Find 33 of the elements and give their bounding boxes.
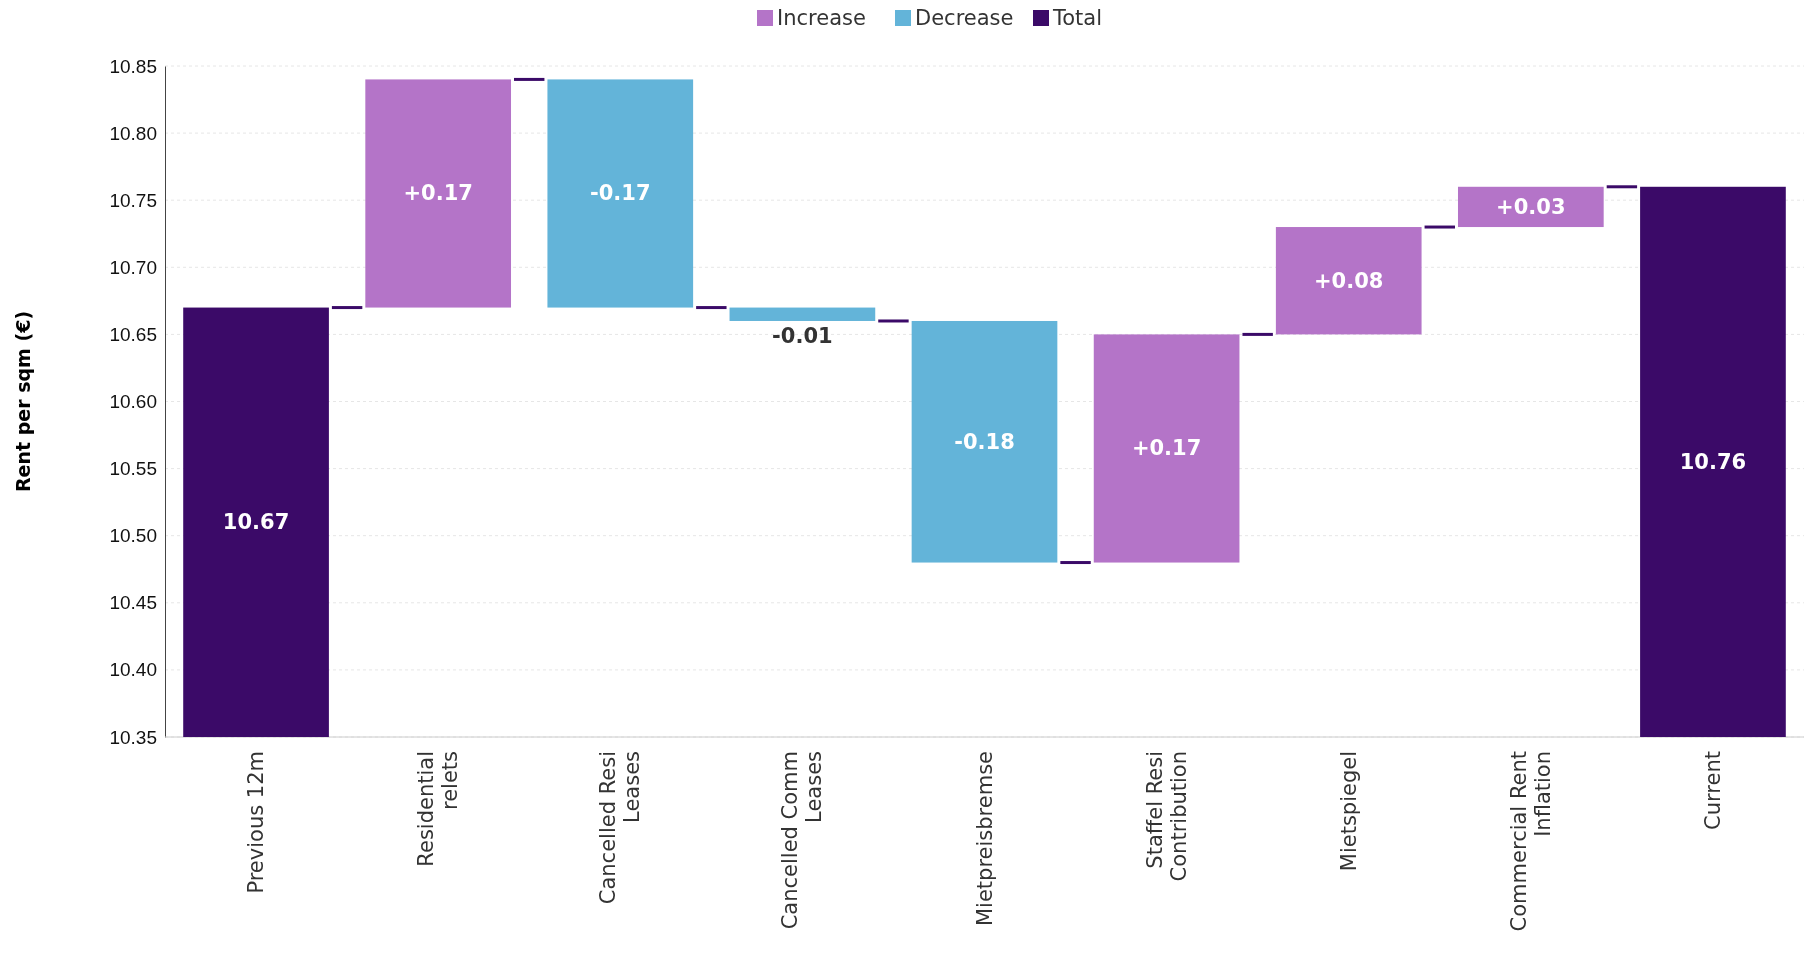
- y-tick-label: 10.85: [109, 55, 157, 77]
- x-tick-label: Residential relets: [414, 751, 463, 867]
- data-label: +0.03: [1496, 194, 1566, 219]
- y-tick-label: 10.75: [109, 189, 157, 211]
- data-label: +0.17: [403, 181, 473, 206]
- x-tick-label: Mietpreisbremse: [972, 751, 997, 927]
- y-tick-label: 10.65: [109, 323, 157, 345]
- y-tick-label: 10.70: [109, 256, 157, 278]
- y-tick-label: 10.80: [109, 122, 157, 144]
- data-label: +0.08: [1314, 268, 1384, 293]
- x-tick-label: Current: [1700, 751, 1725, 830]
- legend-label: Increase: [777, 6, 866, 30]
- legend-label: Decrease: [915, 6, 1014, 30]
- data-label: 10.67: [222, 510, 290, 535]
- y-axis-title: Rent per sqm (€): [12, 310, 34, 493]
- x-tick-label: Cancelled Comm Leases: [778, 751, 827, 930]
- y-tick-label: 10.35: [109, 726, 157, 748]
- x-tick-label: Commercial Rent Inflation: [1506, 751, 1555, 932]
- y-tick-label: 10.50: [109, 525, 157, 547]
- data-label: 10.76: [1679, 449, 1747, 474]
- x-tick-label: Previous 12m: [244, 751, 269, 894]
- y-tick-label: 10.40: [109, 659, 157, 681]
- x-tick-label: Staffel Resi Contribution: [1142, 751, 1191, 882]
- y-tick-label: 10.55: [109, 458, 157, 480]
- data-label: -0.18: [954, 429, 1015, 454]
- y-tick-label: 10.60: [109, 391, 157, 413]
- y-tick-label: 10.45: [109, 592, 157, 614]
- x-tick-label: Mietspiegel: [1336, 751, 1361, 872]
- x-tick-label: Cancelled Resi Leases: [596, 751, 645, 905]
- data-label: +0.17: [1131, 436, 1202, 461]
- data-label: -0.17: [590, 181, 651, 206]
- data-label: -0.01: [772, 323, 833, 348]
- legend-label: Total: [1052, 6, 1103, 30]
